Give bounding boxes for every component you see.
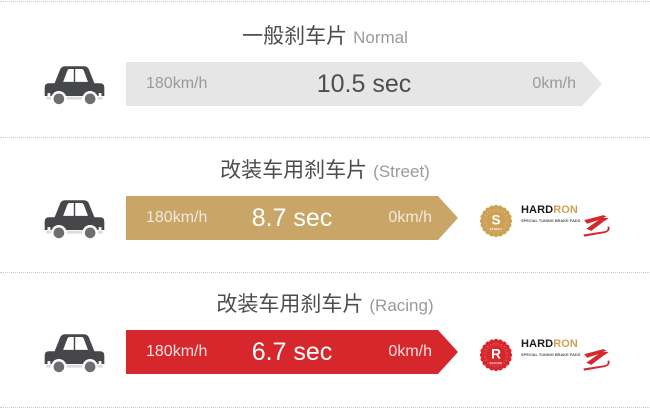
svg-text:S: S — [491, 212, 500, 227]
svg-text:R: R — [491, 346, 501, 361]
